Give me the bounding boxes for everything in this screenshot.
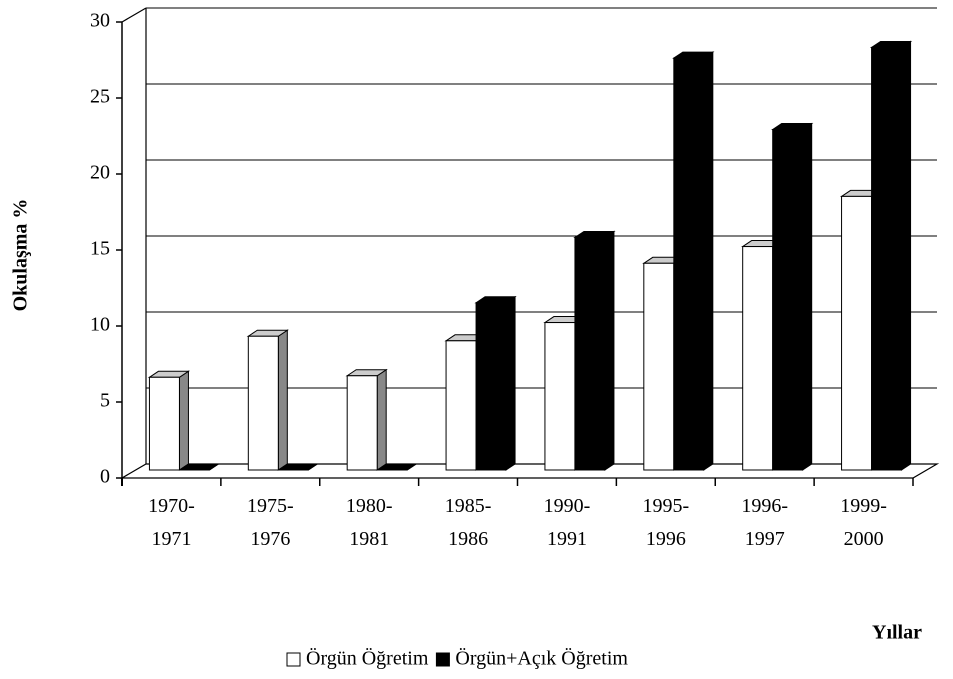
bar-side	[505, 295, 516, 471]
bar	[474, 295, 517, 471]
x-axis-label: Yıllar	[872, 622, 922, 644]
x-tick-label: 1996-1997	[741, 495, 788, 550]
bar-side	[802, 122, 813, 471]
bar	[771, 122, 814, 471]
bar	[869, 40, 913, 471]
bar	[345, 368, 388, 471]
legend-label: Örgün Öğretim	[306, 647, 429, 670]
bar	[672, 51, 715, 471]
bar-side	[376, 368, 387, 471]
bar-front	[871, 46, 903, 471]
bar-front	[742, 246, 774, 471]
legend-swatch	[286, 652, 301, 667]
bar-front	[772, 129, 804, 471]
y-tick-label: 15	[90, 238, 110, 260]
bar-front	[673, 57, 705, 471]
x-tick-label: 1985-1986	[445, 495, 492, 550]
y-tick-label: 10	[90, 314, 110, 336]
bar-front	[445, 340, 477, 471]
x-tick-label: 1980-1981	[346, 495, 393, 550]
legend-label: Örgün+Açık Öğretim	[455, 647, 628, 670]
x-tick-label: 1990-1991	[544, 495, 591, 550]
y-axis-label: Okulaşma %	[10, 199, 32, 312]
bar-side	[277, 329, 288, 471]
wall-edge	[121, 7, 147, 23]
bar-front	[247, 335, 279, 471]
bar-top	[375, 463, 418, 471]
x-tick-label: 1970-1971	[148, 495, 195, 550]
y-tick-label: 25	[90, 86, 110, 108]
bar	[147, 370, 191, 471]
bar	[177, 463, 221, 471]
y-tick-label: 30	[90, 10, 110, 32]
bar	[375, 463, 418, 471]
bar	[276, 463, 319, 471]
bar-side	[604, 230, 615, 471]
x-tick-label: 1999-2000	[840, 495, 887, 550]
y-tick-label: 0	[100, 466, 110, 488]
bar-front	[544, 322, 576, 471]
bar-front	[148, 376, 180, 471]
bar-front	[346, 375, 378, 471]
bar-side	[901, 40, 912, 471]
bar-front	[643, 262, 675, 471]
bar-top	[276, 463, 319, 471]
bar	[573, 230, 616, 471]
bar-top	[177, 463, 221, 471]
y-tick-label: 20	[90, 162, 110, 184]
legend-swatch	[435, 652, 450, 667]
x-tick-label: 1995-1996	[642, 495, 689, 550]
bar-front	[475, 302, 507, 471]
y-tick-label: 5	[100, 390, 110, 412]
bar-side	[178, 370, 189, 471]
x-tick-label: 1975-1976	[247, 495, 294, 550]
bar	[246, 329, 289, 471]
bar-front	[574, 236, 606, 471]
bar-front	[841, 195, 873, 471]
bar-side	[703, 51, 714, 471]
floor	[119, 463, 940, 479]
